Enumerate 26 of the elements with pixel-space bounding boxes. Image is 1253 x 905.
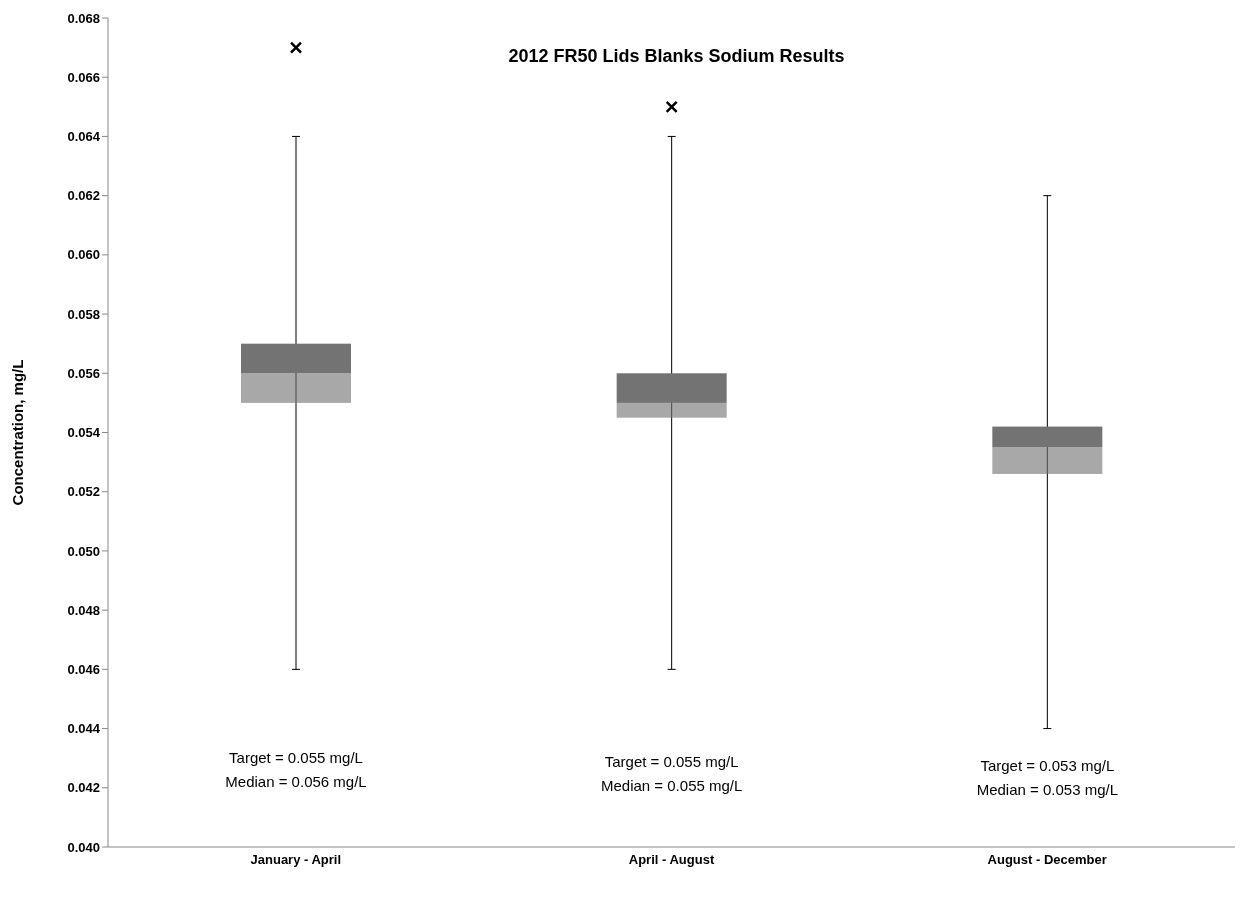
y-tick-label: 0.052	[67, 484, 100, 500]
annotation: Median = 0.055 mg/L	[600, 777, 743, 794]
annotation: Target = 0.055 mg/L	[229, 749, 363, 766]
x-tick-label: August - December	[987, 852, 1107, 868]
y-tick-label: 0.056	[67, 365, 100, 381]
y-tick-label: 0.050	[67, 543, 100, 559]
y-tick-label: 0.064	[67, 129, 101, 145]
annotation: Target = 0.055 mg/L	[604, 753, 739, 770]
annotation: Target = 0.053 mg/L	[980, 757, 1115, 774]
y-tick-label: 0.042	[67, 780, 100, 796]
y-tick-label: 0.040	[67, 839, 100, 855]
y-axis-title: Concentration, mg/L	[9, 359, 27, 506]
y-tick-label: 0.046	[67, 661, 100, 677]
y-tick-label: 0.062	[67, 188, 100, 204]
annotation: Median = 0.053 mg/L	[976, 781, 1119, 798]
y-tick-label: 0.060	[67, 247, 100, 263]
y-tick-label: 0.054	[67, 425, 101, 441]
y-tick-label: 0.068	[67, 10, 100, 26]
y-tick-label: 0.048	[67, 602, 100, 618]
y-tick-label: 0.066	[67, 69, 100, 85]
y-tick-label: 0.044	[67, 721, 101, 737]
annotation: Median = 0.056 mg/L	[225, 773, 367, 790]
x-tick-label: January - April	[250, 852, 342, 868]
y-tick-label: 0.058	[67, 306, 100, 322]
text: 2012 FR50 Lids Blanks Sodium Results	[507, 46, 846, 67]
x-tick-label: April - August	[628, 852, 715, 868]
